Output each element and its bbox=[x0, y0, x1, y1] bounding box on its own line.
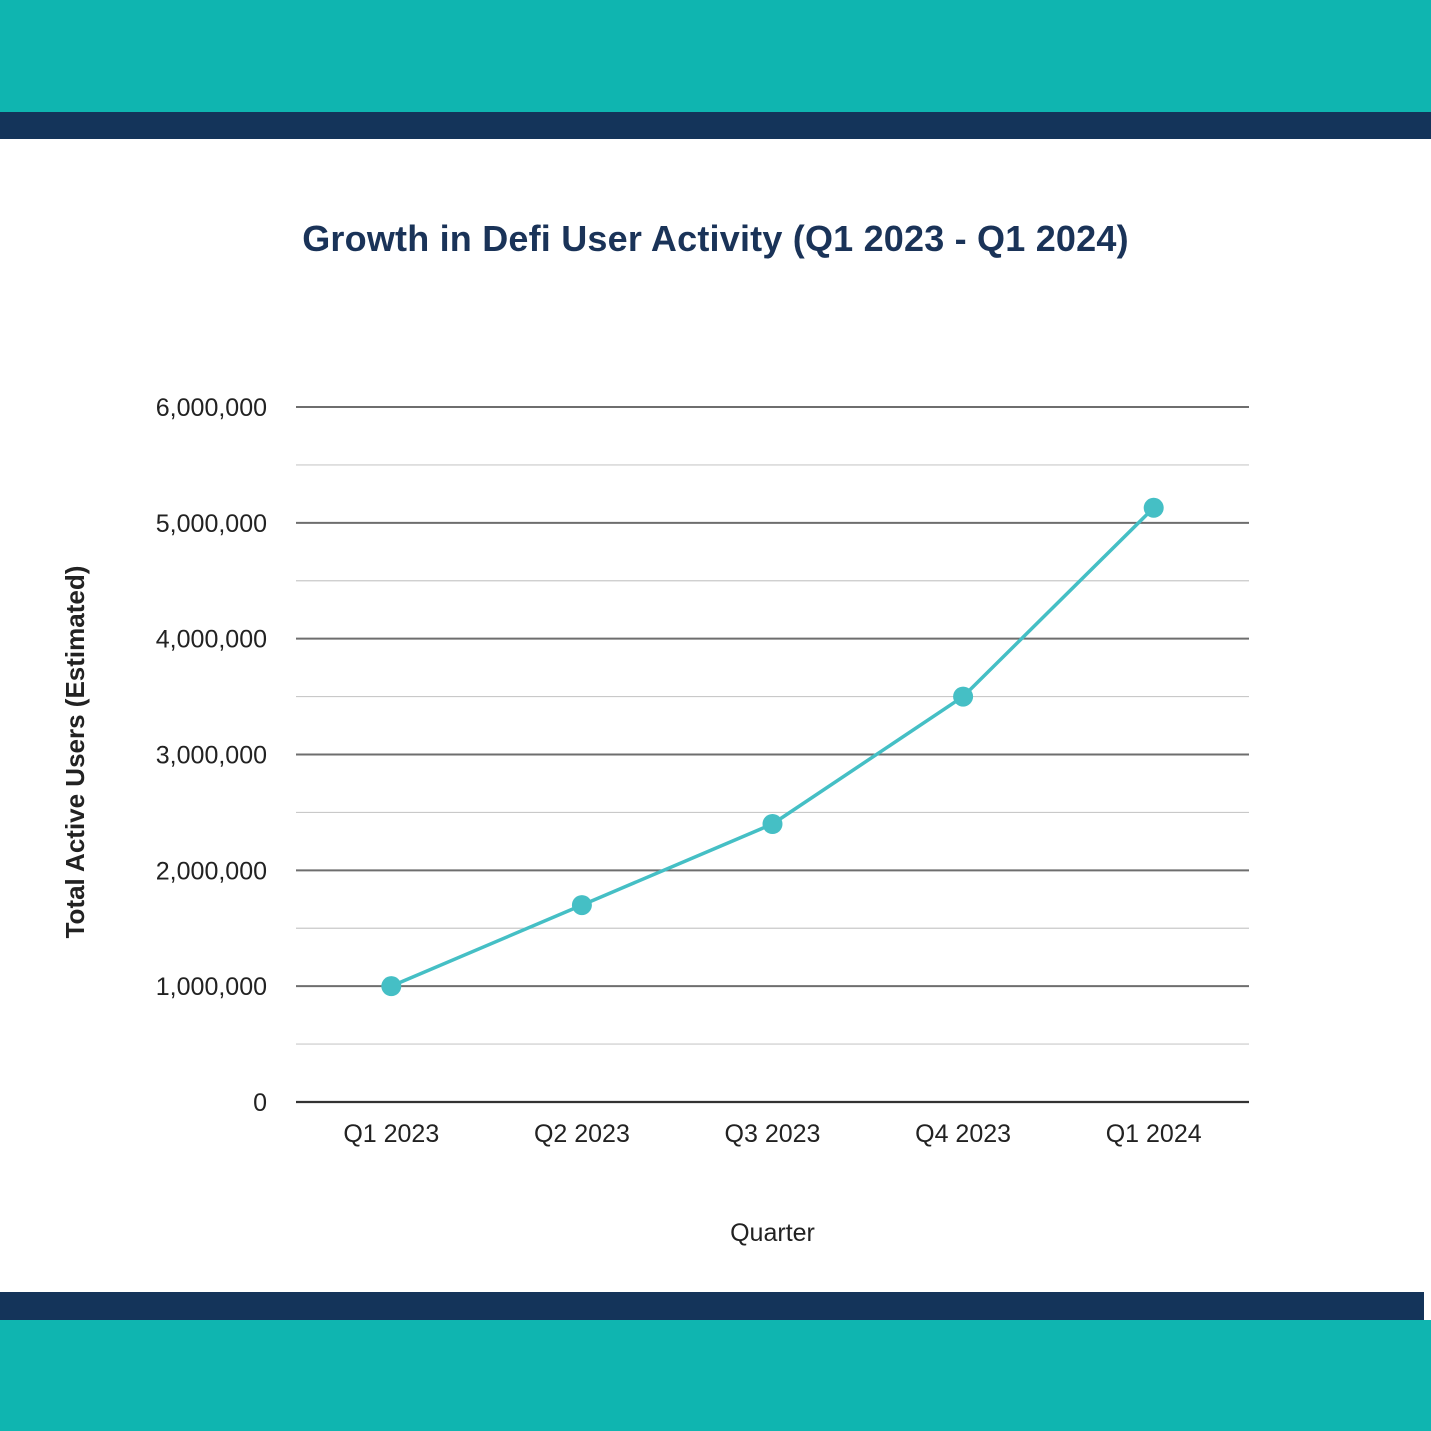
gridlines bbox=[296, 406, 1249, 1104]
y-axis-label: Total Active Users (Estimated) bbox=[60, 566, 90, 939]
y-tick-label: 2,000,000 bbox=[156, 857, 267, 885]
x-tick-label: Q4 2023 bbox=[915, 1120, 1011, 1148]
y-tick-label: 5,000,000 bbox=[156, 510, 267, 538]
y-tick-label: 3,000,000 bbox=[156, 742, 267, 770]
y-tick-label: 4,000,000 bbox=[156, 626, 267, 654]
x-tick-labels: Q1 2023 Q2 2023 Q3 2023 Q4 2023 Q1 2024 bbox=[343, 1120, 1201, 1148]
top-navy-band bbox=[0, 112, 1431, 139]
x-tick-label: Q1 2023 bbox=[343, 1120, 439, 1148]
data-point bbox=[953, 686, 974, 707]
data-point bbox=[381, 976, 402, 997]
y-tick-label: 1,000,000 bbox=[156, 973, 267, 1001]
x-tick-label: Q3 2023 bbox=[725, 1120, 821, 1148]
x-tick-label: Q2 2023 bbox=[534, 1120, 630, 1148]
y-tick-label: 0 bbox=[253, 1089, 267, 1117]
data-point bbox=[1143, 497, 1164, 518]
x-axis-label: Quarter bbox=[730, 1219, 815, 1247]
data-point bbox=[762, 814, 783, 834]
top-teal-band bbox=[0, 0, 1431, 112]
series-line bbox=[390, 506, 1155, 988]
bottom-navy-band bbox=[0, 1292, 1424, 1320]
data-point bbox=[571, 895, 592, 916]
bottom-teal-band bbox=[0, 1320, 1431, 1431]
chart-title: Growth in Defi User Activity (Q1 2023 - … bbox=[302, 218, 1129, 259]
x-tick-label: Q1 2024 bbox=[1106, 1120, 1202, 1148]
y-tick-labels: 0 1,000,000 2,000,000 3,000,000 4,000,000 5,0… bbox=[156, 394, 267, 1117]
y-tick-label: 6,000,000 bbox=[156, 394, 267, 422]
series bbox=[381, 497, 1164, 997]
